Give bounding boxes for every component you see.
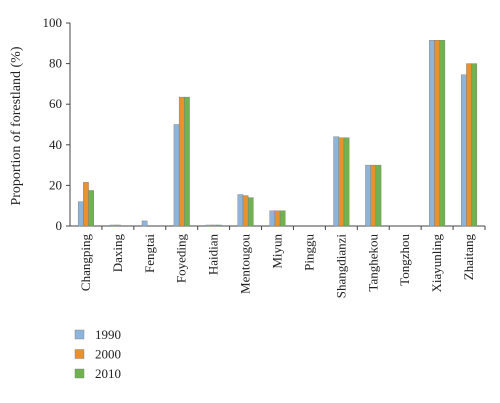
y-axis-title: Proportion of forestland (%) bbox=[9, 46, 24, 205]
legend-label-1990: 1990 bbox=[95, 327, 121, 342]
bar-2000-foyeding bbox=[178, 96, 185, 227]
x-tick-label: Tongzhou bbox=[397, 234, 412, 286]
x-tick-label: Pinggu bbox=[301, 234, 316, 271]
y-tick-label: 80 bbox=[49, 56, 62, 71]
legend-label-2010: 2010 bbox=[95, 366, 121, 381]
y-tick-label: 0 bbox=[56, 218, 63, 233]
bar-1990-changping bbox=[77, 201, 84, 227]
bar-2010-tanghekou bbox=[375, 164, 382, 227]
legend: 1990 2000 2010 bbox=[74, 327, 121, 381]
x-tick-label: Mentougou bbox=[238, 234, 253, 294]
bar-2000-shangdianzi bbox=[338, 137, 345, 227]
x-tick-label: Miyun bbox=[270, 234, 285, 269]
bar-1990-fengtai bbox=[141, 220, 148, 227]
legend-label-2000: 2000 bbox=[95, 347, 121, 362]
bar-1990-foyeding bbox=[173, 124, 180, 227]
bar-1990-xiayunling bbox=[429, 40, 435, 227]
bar-2010-haidian bbox=[216, 224, 222, 227]
x-tick-label: Foyeding bbox=[174, 234, 189, 284]
bar-1990-zhaitang bbox=[461, 74, 467, 227]
y-tick-label: 60 bbox=[49, 96, 62, 111]
y-tick-label: 40 bbox=[49, 137, 62, 152]
bar-1990-miyun bbox=[269, 210, 276, 227]
x-tick-label: Changping bbox=[78, 234, 93, 292]
bar-2000-miyun bbox=[274, 210, 281, 227]
y-tick-label: 100 bbox=[43, 15, 63, 30]
bar-2000-zhaitang bbox=[466, 63, 472, 227]
bar-2010-foyeding bbox=[184, 96, 190, 227]
bar-2000-mentougou bbox=[242, 195, 249, 227]
bar-2010-zhaitang bbox=[471, 63, 478, 227]
bar-1990-shangdianzi bbox=[333, 136, 339, 227]
legend-swatch-2000 bbox=[74, 349, 85, 359]
legend-swatch-2010 bbox=[74, 368, 85, 379]
y-tick-label: 20 bbox=[49, 177, 62, 192]
x-tick-label: Tanghekou bbox=[365, 234, 380, 292]
bar-2000-daxing bbox=[115, 224, 121, 227]
bar-2010-shangdianzi bbox=[343, 137, 350, 227]
x-axis-ticks: Changping Daxing Fengtai Foyeding Haidian Men… bbox=[78, 226, 486, 299]
bar-2000-tanghekou bbox=[370, 164, 377, 227]
bar-1990-mentougou bbox=[237, 194, 244, 227]
x-tick-label: Fengtai bbox=[142, 234, 157, 273]
bar-1990-daxing bbox=[109, 224, 116, 227]
bar-2010-mentougou bbox=[247, 197, 254, 227]
bar-1990-haidian bbox=[205, 224, 212, 227]
bar-1990-tanghekou bbox=[365, 164, 371, 227]
bar-2010-miyun bbox=[279, 210, 286, 227]
x-tick-label: Shangdianzi bbox=[333, 234, 348, 299]
bars bbox=[77, 40, 478, 227]
legend-swatch-1990 bbox=[74, 329, 85, 340]
bar-2000-xiayunling bbox=[434, 40, 440, 227]
bar-2010-changping bbox=[88, 190, 94, 227]
x-tick-label: Haidian bbox=[206, 234, 221, 276]
y-axis-ticks: 0 20 40 60 80 100 bbox=[43, 15, 70, 233]
bar-2010-xiayunling bbox=[439, 40, 446, 227]
bar-2000-changping bbox=[83, 182, 89, 227]
bar-2000-haidian bbox=[210, 224, 217, 227]
x-tick-label: Daxing bbox=[110, 234, 125, 273]
x-tick-label: Xiayunling bbox=[429, 234, 444, 293]
x-tick-label: Zhaitang bbox=[461, 234, 476, 281]
